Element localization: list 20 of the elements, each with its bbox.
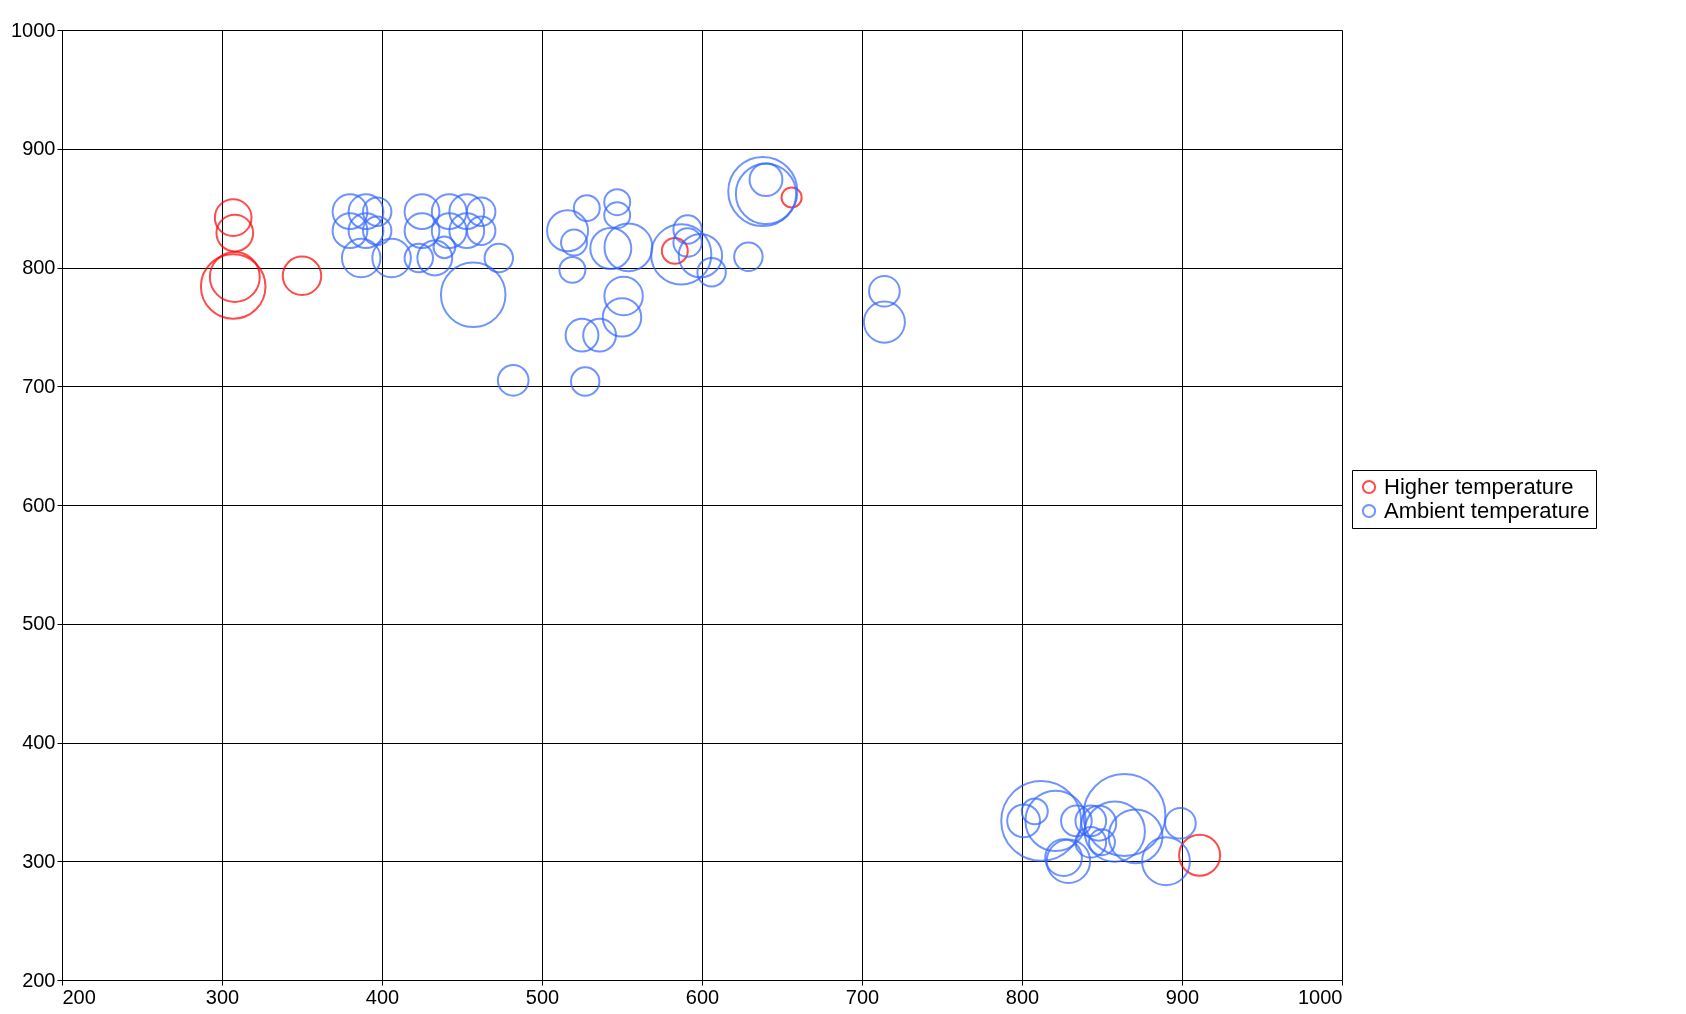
x-tick-label: 600 (685, 985, 720, 1008)
x-tick-label: 700 (845, 985, 880, 1008)
x-tick-label: 300 (205, 985, 240, 1008)
y-tick-label: 800 (22, 256, 56, 278)
y-tick-label: 400 (22, 731, 56, 753)
y-tick-label: 200 (22, 968, 56, 991)
y-tick-label: 700 (22, 374, 56, 397)
x-tick-label: 200 (62, 985, 96, 1008)
legend-label: Ambient temperature (1384, 498, 1590, 523)
x-tick-label: 900 (1165, 985, 1200, 1008)
y-tick-label: 600 (22, 493, 56, 516)
y-tick-label: 1000 (11, 18, 56, 41)
y-tick-label: 300 (22, 849, 56, 872)
legend-label: Higher temperature (1384, 474, 1574, 499)
x-tick-label: 1000 (1298, 985, 1343, 1008)
y-tick-label: 900 (22, 137, 56, 160)
y-tick-label: 500 (22, 612, 56, 635)
x-tick-label: 500 (525, 985, 560, 1008)
x-tick-label: 800 (1005, 985, 1040, 1008)
x-tick-label: 400 (365, 985, 400, 1008)
